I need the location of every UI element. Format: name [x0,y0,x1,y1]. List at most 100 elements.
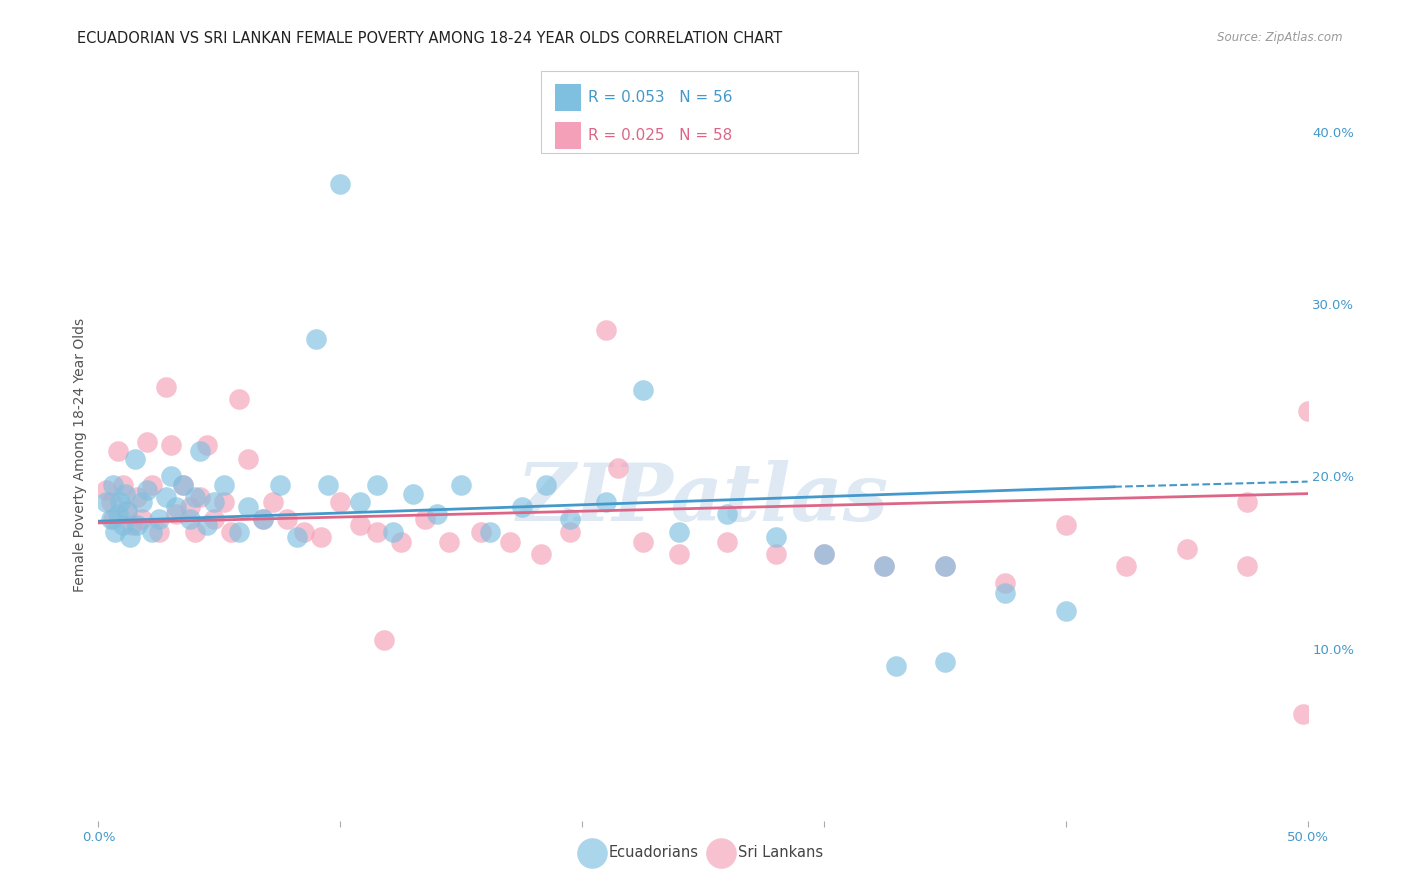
Point [104,524,127,539]
Point [1296,404,1319,418]
Point [160,469,183,483]
Point [285,530,308,544]
Point [184,490,207,504]
Point [252,512,274,526]
Point [668,547,690,561]
Point [373,632,395,647]
Point [668,524,690,539]
Point [131,495,153,509]
Point [389,534,412,549]
Text: ZIPatlas: ZIPatlas [517,460,889,538]
Point [510,500,533,515]
Y-axis label: Female Poverty Among 18-24 Year Olds: Female Poverty Among 18-24 Year Olds [73,318,87,592]
Point [329,177,352,191]
Point [100,512,122,526]
Point [934,655,956,669]
Point [1292,706,1315,721]
Point [131,512,153,526]
Point [1236,558,1258,573]
Text: R = 0.025   N = 58: R = 0.025 N = 58 [588,128,733,143]
Point [114,486,136,500]
Point [141,524,163,539]
Point [716,508,738,522]
Point [101,512,124,526]
Point [450,478,472,492]
Point [498,534,520,549]
Point [160,438,183,452]
Point [148,512,170,526]
Point [107,443,129,458]
Point [873,558,896,573]
Point [121,517,143,532]
Legend: Ecuadorians, Sri Lankans: Ecuadorians, Sri Lankans [578,839,828,866]
Point [212,495,235,509]
Text: Source: ZipAtlas.com: Source: ZipAtlas.com [1218,31,1343,45]
Point [238,500,260,515]
Point [135,435,157,450]
Point [269,478,291,492]
Point [813,547,835,561]
Point [135,483,157,498]
Point [195,517,218,532]
Point [107,508,129,522]
Point [305,332,328,346]
Point [349,517,371,532]
Point [221,524,243,539]
Point [228,524,250,539]
Point [262,495,284,509]
Point [155,380,177,394]
Point [100,495,122,509]
Point [366,478,388,492]
Point [765,530,787,544]
Point [631,534,654,549]
Point [94,495,117,509]
Point [148,524,170,539]
Point [994,586,1017,600]
Point [1054,517,1077,532]
Point [1054,604,1077,618]
Point [179,512,201,526]
Point [426,508,449,522]
Point [204,495,226,509]
Point [117,504,139,518]
Point [111,517,134,532]
Point [716,534,738,549]
Point [329,495,352,509]
Point [94,483,117,498]
Point [595,323,617,337]
Point [172,478,194,492]
Point [124,452,146,467]
Point [316,478,339,492]
Point [366,524,388,539]
Point [188,443,211,458]
Point [886,658,908,673]
Point [934,558,956,573]
Point [238,452,260,467]
Point [184,524,207,539]
Point [117,504,139,518]
Point [765,547,787,561]
Point [595,495,617,509]
Point [252,512,274,526]
Text: ECUADORIAN VS SRI LANKAN FEMALE POVERTY AMONG 18-24 YEAR OLDS CORRELATION CHART: ECUADORIAN VS SRI LANKAN FEMALE POVERTY … [77,31,783,46]
Point [1175,541,1198,556]
Point [127,490,149,504]
Point [179,500,201,515]
Point [813,547,835,561]
Point [127,517,149,532]
Point [558,512,581,526]
Point [413,512,436,526]
Point [108,495,131,509]
Point [470,524,492,539]
Point [204,512,226,526]
Point [155,490,177,504]
Point [873,558,896,573]
Point [558,524,581,539]
Point [101,478,124,492]
Point [994,576,1017,591]
Point [309,530,332,544]
Point [934,558,956,573]
Point [188,490,211,504]
Point [631,384,654,398]
Point [165,500,187,515]
